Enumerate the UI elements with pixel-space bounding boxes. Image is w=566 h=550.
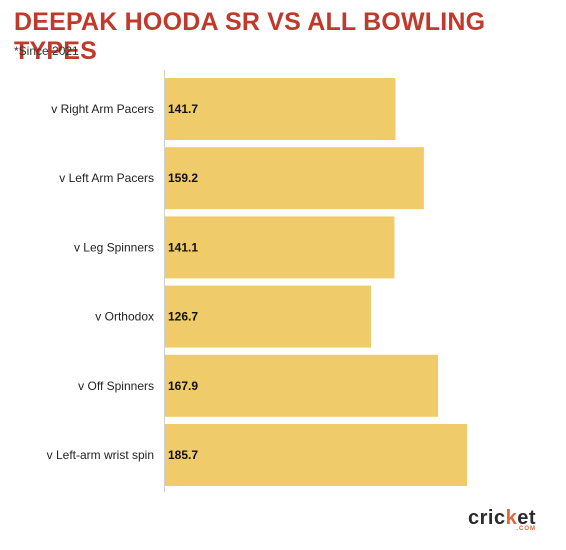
- category-label: v Left Arm Pacers: [59, 171, 154, 185]
- value-label: 126.7: [168, 310, 198, 324]
- category-label: v Right Arm Pacers: [51, 102, 154, 116]
- logo-wordmark: cricket: [467, 507, 536, 529]
- value-label: 141.7: [168, 102, 198, 116]
- value-label: 167.9: [168, 379, 198, 393]
- category-label: v Left-arm wrist spin: [47, 448, 154, 462]
- category-label: v Orthodox: [95, 310, 154, 324]
- category-label: v Leg Spinners: [74, 240, 154, 254]
- bar-1: [165, 147, 424, 210]
- bar-2: [165, 216, 395, 279]
- bar-0: [165, 78, 396, 140]
- bar-4: [165, 354, 439, 417]
- chart-subtitle: *Since 2021: [14, 44, 79, 58]
- bar-3: [165, 285, 372, 348]
- chart-title: DEEPAK HOODA SR VS ALL BOWLING TYPES: [14, 8, 486, 65]
- category-label: v Off Spinners: [78, 379, 154, 393]
- cricket-logo: cricket .COM: [468, 507, 536, 532]
- value-label: 159.2: [168, 171, 198, 185]
- value-label: 185.7: [168, 448, 198, 462]
- logo-domain: .COM: [516, 526, 536, 532]
- value-label: 141.1: [168, 240, 198, 254]
- bar-5: [165, 424, 467, 486]
